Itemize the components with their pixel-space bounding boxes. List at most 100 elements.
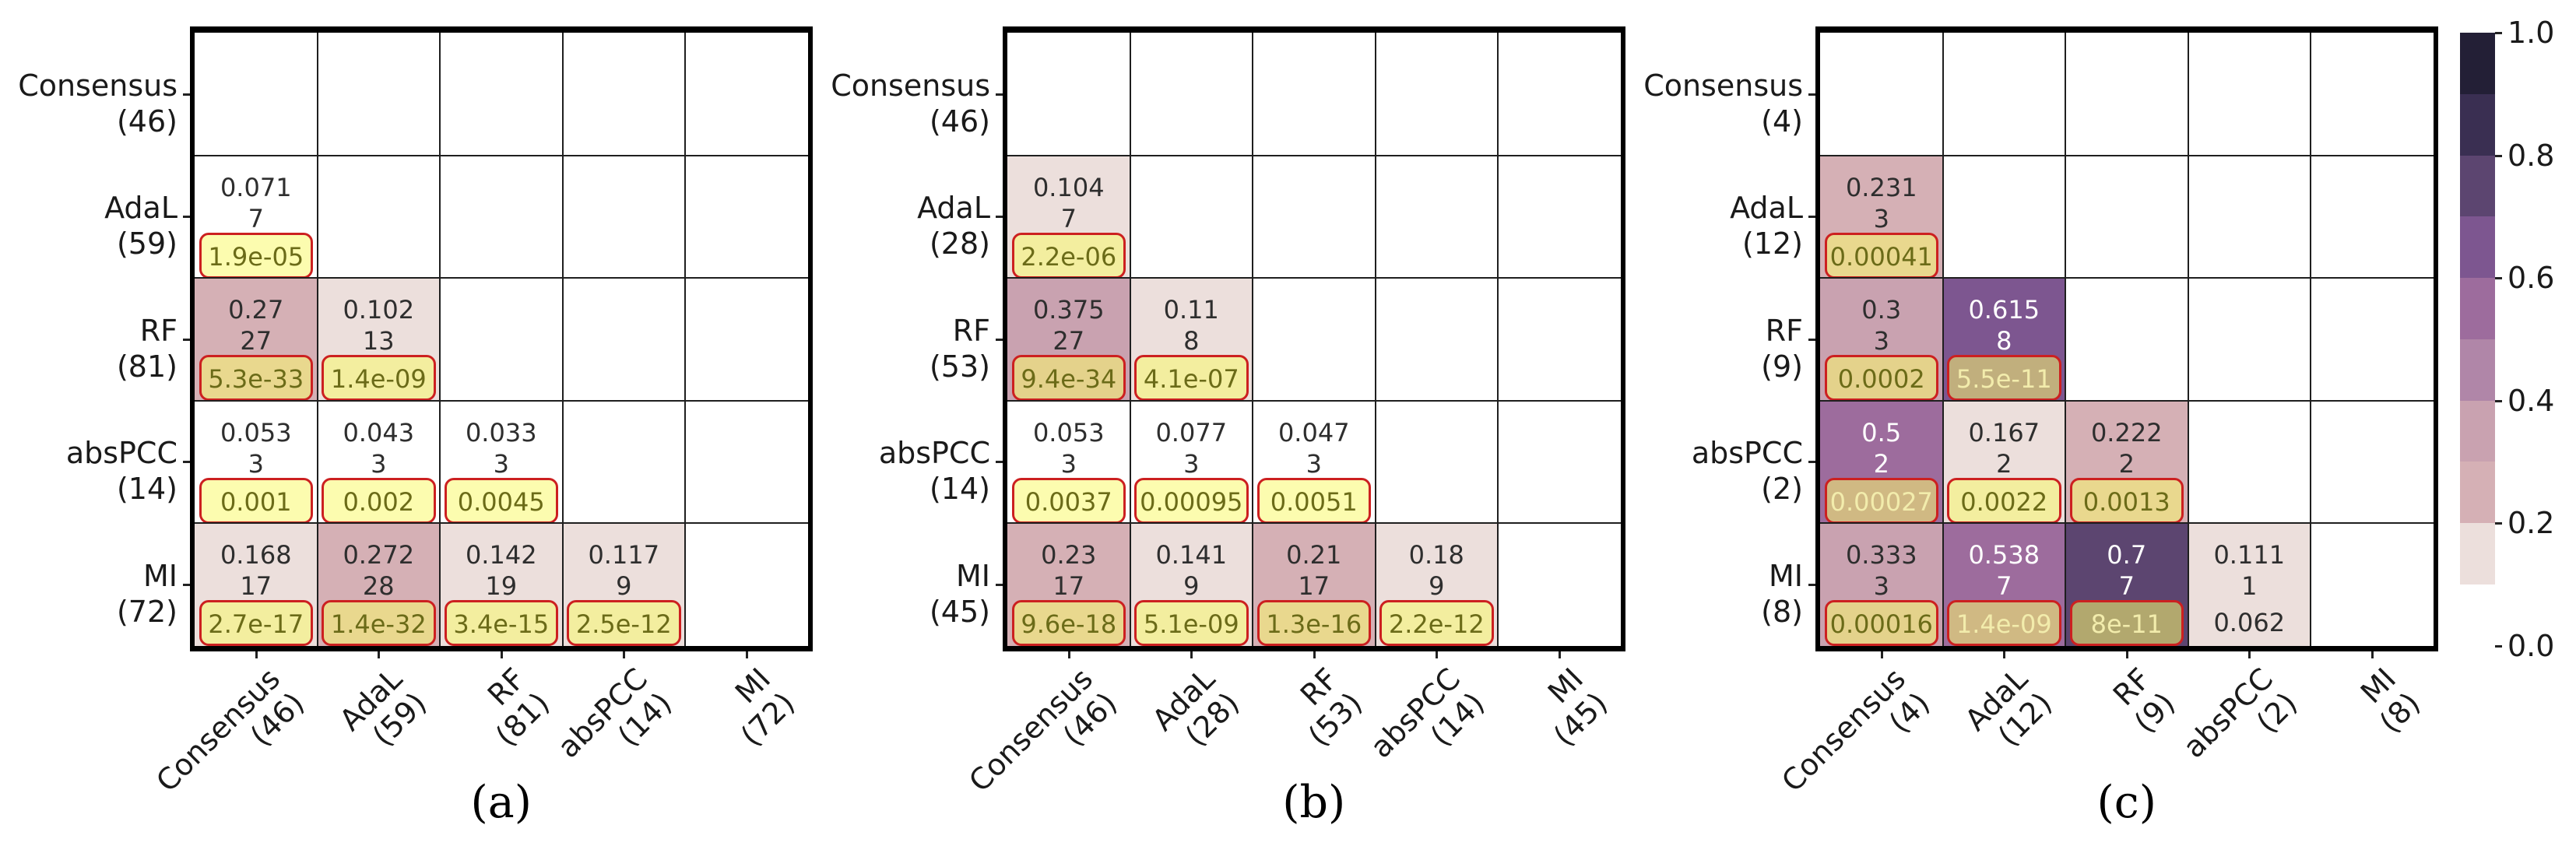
heatmap-cell <box>317 278 440 401</box>
grid-line-vertical <box>2065 33 2066 646</box>
row-label: absPCC (2) <box>1530 435 1803 507</box>
column-label-name: absPCC <box>2177 661 2280 764</box>
heatmap-cell <box>440 523 563 646</box>
row-label-name: absPCC <box>1691 436 1803 471</box>
column-label-count: (45) <box>1546 685 1614 753</box>
cell-jaccard-value: 0.167 <box>1968 417 2040 448</box>
grid-line-horizontal <box>1820 399 2434 402</box>
row-label-count: (4) <box>1761 104 1803 139</box>
row-label-name: MI <box>1769 558 1803 593</box>
cell-jaccard-value: 0.142 <box>465 540 537 570</box>
colorbar-segment <box>2460 400 2495 462</box>
row-label: absPCC (14) <box>718 435 990 507</box>
row-label-count: (59) <box>116 226 177 262</box>
colorbar-tick-label: 1.0 <box>2507 16 2555 50</box>
colorbar-tick-label: 0.4 <box>2507 383 2555 418</box>
heatmap-cell <box>1253 400 1376 523</box>
colorbar-segment <box>2460 155 2495 217</box>
cell-jaccard-value: 0.102 <box>343 295 415 325</box>
cell-pvalue-box: 2.2e-12 <box>1379 600 1494 646</box>
row-label: Consensus (46) <box>0 68 177 139</box>
row-label-count: (14) <box>116 472 177 507</box>
column-label-count: (46) <box>243 685 311 753</box>
heatmap-cell <box>195 523 318 646</box>
colorbar-tick-label: 0.0 <box>2507 628 2555 663</box>
heatmap-cell <box>195 155 318 278</box>
cell-overlap-count: 8 <box>1996 326 2012 356</box>
cell-overlap-count: 1 <box>2241 571 2258 601</box>
column-label: absPCC (14) <box>1256 662 1492 853</box>
cell-pvalue-box: 0.002 <box>322 477 436 524</box>
cell-jaccard-value: 0.141 <box>1155 540 1228 570</box>
colorbar-segment <box>2460 278 2495 340</box>
cell-pvalue-box: 5.3e-33 <box>199 355 313 401</box>
row-label-name: Consensus <box>18 68 177 103</box>
column-label: absPCC (14) <box>443 662 678 853</box>
cell-overlap-count: 17 <box>1298 571 1330 601</box>
grid-line-vertical <box>1942 33 1944 646</box>
row-label-name: AdaL <box>104 191 177 226</box>
cell-overlap-count: 3 <box>1873 326 1889 356</box>
column-label-count: (14) <box>1424 685 1492 753</box>
row-label-count: (2) <box>1761 472 1803 507</box>
cell-jaccard-value: 0.222 <box>2090 417 2163 448</box>
cell-overlap-count: 3 <box>248 448 264 479</box>
cell-pvalue-text: 0.062 <box>2213 608 2286 637</box>
column-label: AdaL (12) <box>1823 662 2059 853</box>
row-label-name: Consensus <box>831 68 990 103</box>
column-label: Consensus (46) <box>887 662 1123 853</box>
cell-overlap-count: 17 <box>1053 571 1085 601</box>
colorbar-segment <box>2460 462 2495 524</box>
column-label-name: RF <box>1293 661 1344 712</box>
grid-outer-border <box>1003 26 1625 651</box>
row-label-name: absPCC <box>878 436 990 471</box>
grid-line-vertical <box>2310 33 2311 646</box>
heatmap-cell <box>440 400 563 523</box>
cell-jaccard-value: 0.27 <box>228 295 284 325</box>
heatmap-cell <box>1007 155 1130 278</box>
row-label-count: (46) <box>929 104 990 139</box>
cell-pvalue-box: 8e-11 <box>2069 600 2184 646</box>
grid-line-vertical <box>1129 33 1131 646</box>
cell-jaccard-value: 0.7 <box>2107 540 2147 570</box>
y-axis-tick <box>1808 583 1815 586</box>
grid-line-horizontal <box>1007 277 1621 279</box>
grid-line-horizontal <box>1820 154 2434 156</box>
grid-outer-border <box>1815 26 2438 651</box>
grid-line-vertical <box>316 33 318 646</box>
row-label-count: (53) <box>929 349 990 384</box>
cell-jaccard-value: 0.18 <box>1408 540 1464 570</box>
colorbar-tick <box>2495 522 2502 525</box>
cell-overlap-count: 3 <box>1306 448 1322 479</box>
column-label-count: (28) <box>1179 685 1246 753</box>
row-label-name: RF <box>952 313 990 348</box>
colorbar-segment <box>2460 216 2495 279</box>
column-label-name: Consensus <box>961 661 1099 799</box>
heatmap-cell <box>1942 278 2065 401</box>
column-label-count: (72) <box>733 685 801 753</box>
cell-pvalue-box: 9.4e-34 <box>1011 355 1126 401</box>
cell-pvalue-box: 1.4e-32 <box>322 600 436 646</box>
cell-overlap-count: 8 <box>1183 326 1200 356</box>
cell-pvalue-box: 0.0037 <box>1011 477 1126 524</box>
row-label-count: (28) <box>929 226 990 262</box>
heatmap-cell <box>2188 523 2311 646</box>
colorbar-tick-label: 0.8 <box>2507 138 2555 173</box>
y-axis-tick <box>996 461 1003 464</box>
heatmap-cell <box>1130 400 1253 523</box>
y-axis-tick <box>183 216 190 219</box>
colorbar-tick <box>2495 399 2502 402</box>
cell-jaccard-value: 0.538 <box>1968 540 2040 570</box>
cell-pvalue-box: 2.7e-17 <box>199 600 313 646</box>
heatmap-cell <box>1130 278 1253 401</box>
y-axis-tick <box>183 338 190 341</box>
colorbar-tick <box>2495 154 2502 157</box>
colorbar-segment <box>2460 93 2495 156</box>
y-axis-tick <box>183 583 190 586</box>
column-label: AdaL (59) <box>198 662 434 853</box>
cell-jaccard-value: 0.117 <box>588 540 660 570</box>
cell-jaccard-value: 0.23 <box>1041 540 1097 570</box>
cell-overlap-count: 7 <box>1060 203 1077 233</box>
heatmap-cell <box>1942 400 2065 523</box>
